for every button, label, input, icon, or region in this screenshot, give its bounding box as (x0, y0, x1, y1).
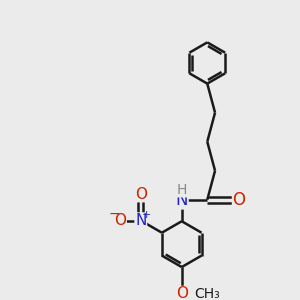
Text: N: N (176, 191, 188, 209)
Text: −: − (109, 207, 120, 221)
Text: O: O (176, 286, 188, 300)
Text: +: + (142, 210, 151, 220)
Text: H: H (176, 183, 187, 197)
Text: O: O (135, 187, 147, 202)
Text: N: N (135, 213, 146, 228)
Text: CH₃: CH₃ (194, 287, 220, 300)
Text: O: O (232, 191, 246, 209)
Text: O: O (114, 213, 126, 228)
